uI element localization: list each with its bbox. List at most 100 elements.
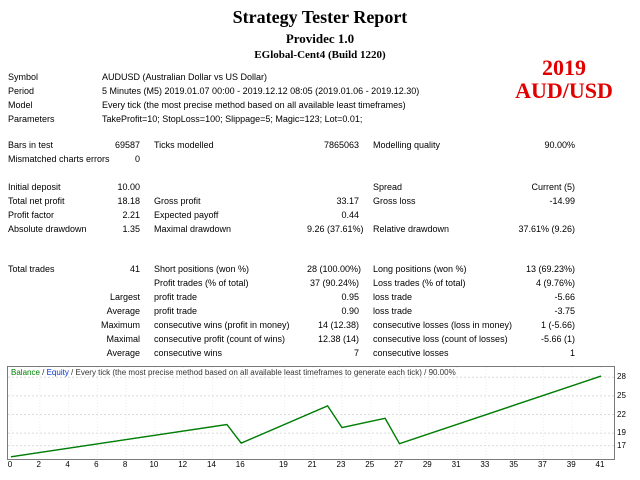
report-cell: Expected payoff <box>154 210 219 220</box>
report-cell <box>359 304 373 318</box>
report-cell: 13 (69.23%) <box>525 264 575 274</box>
report-cell: Relative drawdown <box>373 224 450 234</box>
report-cell: 37.61% (9.26) <box>518 224 575 234</box>
report-cell: 33.17 <box>336 196 359 206</box>
report-cell: Maximum <box>100 320 140 330</box>
report-cell <box>140 180 154 194</box>
report-row: Profit trades (% of total) 37 (90.24%) Los… <box>8 276 580 290</box>
report-cell <box>140 138 154 152</box>
report-row: Total trades 41 Short positions (won %) 28 … <box>8 262 580 276</box>
report-cell: profit trade <box>154 306 198 316</box>
report-cell: 90.00% <box>544 140 575 150</box>
report-row: Largest profit trade 0.95 loss trade -5.66 <box>8 290 580 304</box>
report-row: Average profit trade 0.90 loss trade -3.75 <box>8 304 580 318</box>
x-axis-tick-label: 33 <box>480 460 490 469</box>
report-cell: Current (5) <box>531 182 575 192</box>
y-axis-tick-label: 25 <box>617 390 626 400</box>
report-cell: 41 <box>129 264 140 274</box>
report-cell: 1 (-5.66) <box>540 320 575 330</box>
report-row: Total net profit 18.18 Gross profit 33.17 Gr… <box>8 194 580 208</box>
report-cell <box>140 208 154 222</box>
x-axis-tick-label: 8 <box>122 460 128 469</box>
report-cell: 0 <box>134 154 140 164</box>
report-cell <box>140 332 154 346</box>
report-cell <box>359 152 373 166</box>
legend-separator: / <box>421 368 429 377</box>
report-cell <box>140 318 154 332</box>
report-cell: 0.90 <box>341 306 359 316</box>
report-cell <box>140 194 154 208</box>
legend-equity-label: Equity <box>46 368 69 377</box>
x-axis-tick-label: 25 <box>365 460 375 469</box>
report-cell: Gross profit <box>154 196 201 206</box>
report-cell <box>8 346 100 360</box>
x-axis-tick-label: 27 <box>394 460 403 469</box>
report-cell: Profit trades (% of total) <box>154 278 249 288</box>
y-axis-tick-label: 22 <box>617 409 626 419</box>
x-axis-tick-label: 23 <box>336 460 346 469</box>
report-cell: Short positions (won %) <box>154 264 250 274</box>
report-row: Symbol AUDUSD (Australian Dollar vs US Do… <box>8 70 580 84</box>
y-axis-tick-label: 19 <box>617 428 626 438</box>
report-cell: Maximal <box>106 334 140 344</box>
report-cell: 1 <box>569 348 575 358</box>
report-cell: Average <box>106 348 140 358</box>
report-cell: consecutive wins (profit in money) <box>154 320 290 330</box>
report-table: Symbol AUDUSD (Australian Dollar vs US Do… <box>8 70 580 360</box>
report-cell <box>359 222 373 236</box>
x-axis-tick-label: 16 <box>235 460 245 469</box>
report-row: Maximum consecutive wins (profit in money… <box>8 318 580 332</box>
x-axis-tick-label: 10 <box>149 460 159 469</box>
report-cell: 37 (90.24%) <box>309 278 359 288</box>
report-cell: consecutive losses <box>373 348 449 358</box>
report-cell: AUDUSD (Australian Dollar vs US Dollar) <box>102 72 268 82</box>
report-cell: Spread <box>373 182 403 192</box>
report-row: Average consecutive wins 7 consecutive loss… <box>8 346 580 360</box>
report-spacer <box>8 166 580 180</box>
report-cell: Period <box>8 86 35 96</box>
report-cell <box>359 346 373 360</box>
report-cell <box>307 180 359 194</box>
report-cell <box>373 152 513 166</box>
report-cell: 10.00 <box>117 182 140 192</box>
report-cell: Largest <box>109 292 140 302</box>
report-cell: Bars in test <box>8 140 54 150</box>
report-cell <box>8 318 100 332</box>
report-cell <box>8 304 100 318</box>
report-cell: Symbol <box>8 72 39 82</box>
report-cell: TakeProfit=10; StopLoss=100; Slippage=5;… <box>102 114 363 124</box>
report-cell <box>8 290 100 304</box>
report-row: Initial deposit 10.00 Spread Current (5) <box>8 180 580 194</box>
y-axis-labels: 17 19 22 25 28 <box>617 367 639 459</box>
report-cell: Maximal drawdown <box>154 224 232 234</box>
year-pair-watermark: 2019 AUD/USD <box>498 56 630 102</box>
report-cell: loss trade <box>373 306 413 316</box>
report-spacer <box>8 236 580 262</box>
report-cell <box>140 304 154 318</box>
report-row: Maximal consecutive profit (count of wins… <box>8 332 580 346</box>
report-row: Bars in test 69587 Ticks modelled 7865063 Mo… <box>8 138 580 152</box>
report-cell: Average <box>106 306 140 316</box>
report-cell: 4 (9.76%) <box>535 278 575 288</box>
report-cell: 69587 <box>114 140 140 150</box>
report-row: Model Every tick (the most precise method… <box>8 98 580 112</box>
report-row: Period 5 Minutes (M5) 2019.01.07 00:00 - … <box>8 84 580 98</box>
legend-separator: / <box>68 368 76 377</box>
y-axis-tick-label: 17 <box>617 440 626 450</box>
report-cell: Initial deposit <box>8 182 61 192</box>
report-cell: 7865063 <box>323 140 359 150</box>
report-cell: 0.44 <box>341 210 359 220</box>
report-cell <box>154 152 307 166</box>
report-cell: Absolute drawdown <box>8 224 87 234</box>
report-row: Profit factor 2.21 Expected payoff 0.44 <box>8 208 580 222</box>
report-cell <box>140 222 154 236</box>
legend-separator: / <box>39 368 47 377</box>
y-axis-tick-label: 28 <box>617 372 626 382</box>
report-cell: Parameters <box>8 114 55 124</box>
report-cell <box>100 276 140 290</box>
report-cell: 0.95 <box>341 292 359 302</box>
report-cell: profit trade <box>154 292 198 302</box>
x-axis-tick-label: 35 <box>509 460 519 469</box>
report-row: Parameters TakeProfit=10; StopLoss=100; S… <box>8 112 580 126</box>
report-cell <box>140 262 154 276</box>
